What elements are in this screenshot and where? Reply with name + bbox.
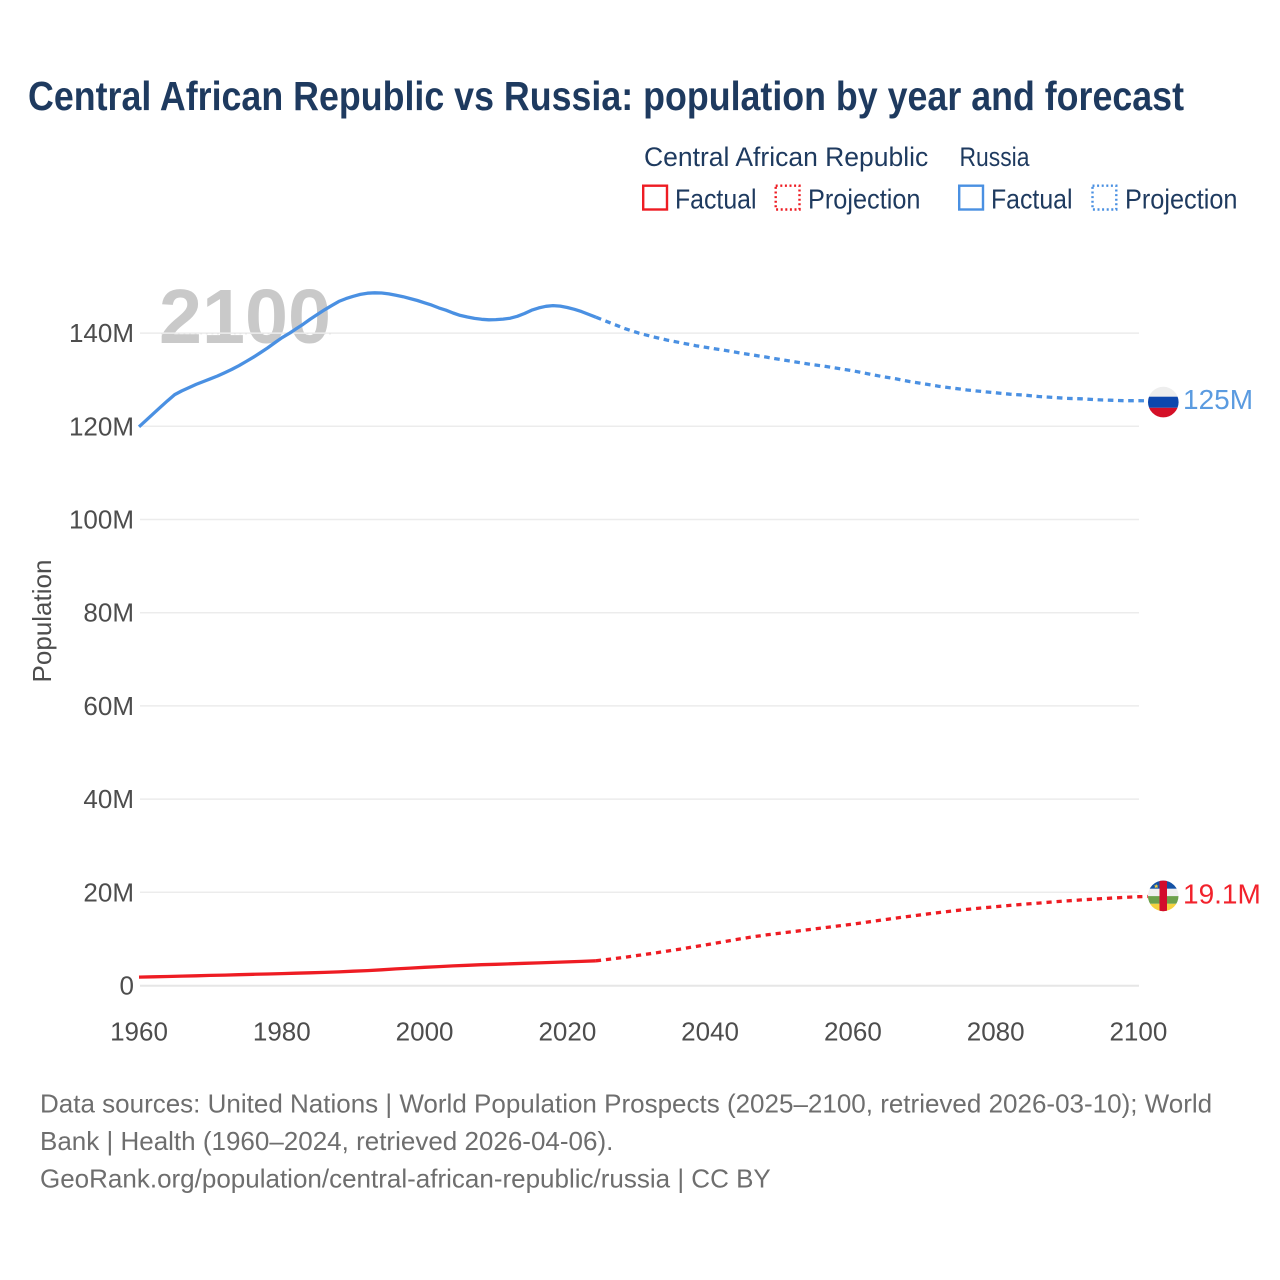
svg-text:2100: 2100 — [1109, 1017, 1167, 1047]
svg-text:Projection: Projection — [1125, 184, 1238, 215]
svg-text:1960: 1960 — [110, 1017, 168, 1047]
svg-text:120M: 120M — [69, 411, 134, 441]
svg-text:125M: 125M — [1183, 384, 1253, 415]
svg-text:1980: 1980 — [253, 1017, 311, 1047]
svg-text:Factual: Factual — [675, 184, 757, 215]
svg-text:Bank | Health (1960–2024, retr: Bank | Health (1960–2024, retrieved 2026… — [40, 1126, 613, 1156]
svg-text:Russia: Russia — [960, 142, 1030, 172]
svg-text:2100: 2100 — [159, 274, 331, 360]
svg-text:0: 0 — [120, 971, 134, 1001]
svg-text:80M: 80M — [83, 598, 134, 628]
svg-text:19.1M: 19.1M — [1183, 879, 1261, 910]
svg-text:2060: 2060 — [824, 1017, 882, 1047]
svg-text:GeoRank.org/population/central: GeoRank.org/population/central-african-r… — [40, 1164, 771, 1194]
svg-text:20M: 20M — [83, 877, 134, 907]
svg-text:Central African Republic: Central African Republic — [644, 142, 928, 172]
svg-text:Central African Republic vs Ru: Central African Republic vs Russia: popu… — [28, 73, 1184, 119]
svg-text:2020: 2020 — [538, 1017, 596, 1047]
svg-text:Factual: Factual — [991, 184, 1073, 215]
svg-text:Population: Population — [27, 560, 57, 683]
svg-text:140M: 140M — [69, 318, 134, 348]
svg-text:2000: 2000 — [396, 1017, 454, 1047]
svg-text:40M: 40M — [83, 784, 134, 814]
svg-text:2040: 2040 — [681, 1017, 739, 1047]
svg-text:60M: 60M — [83, 691, 134, 721]
svg-text:Data sources: United Nations |: Data sources: United Nations | World Pop… — [40, 1088, 1212, 1118]
svg-text:100M: 100M — [69, 505, 134, 535]
svg-text:Projection: Projection — [808, 184, 921, 215]
svg-text:2080: 2080 — [967, 1017, 1025, 1047]
